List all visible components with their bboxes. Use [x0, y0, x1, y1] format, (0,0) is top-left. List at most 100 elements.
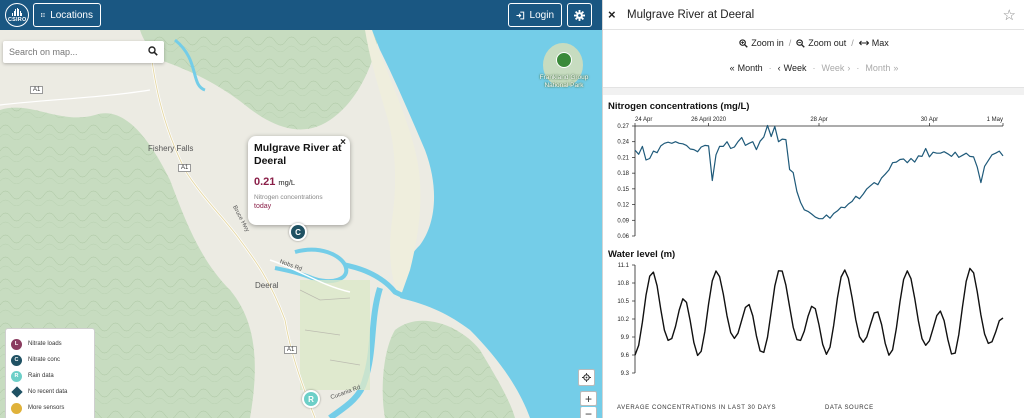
legend-label: No recent data [28, 389, 68, 395]
double-chevron-right-icon: » [893, 63, 899, 73]
x-tick-label: 30 Apr [921, 117, 938, 123]
csiro-logo[interactable]: CSIRO [5, 3, 29, 27]
legend-label: Rain data [28, 373, 54, 379]
max-link[interactable]: Max [858, 38, 889, 48]
separator-dot: · [812, 63, 816, 73]
footer-average-heading[interactable]: AVERAGE CONCENTRATIONS IN LAST 30 DAYS [617, 405, 777, 411]
place-label-fishery-falls: Fishery Falls [148, 144, 194, 153]
map-legend: L Nitrate loads C Nitrate conc R Rain data No … [5, 328, 95, 418]
month-forward-label: Month [865, 63, 891, 73]
settings-button[interactable] [567, 3, 592, 27]
popup-metric: Nitrogen concentrations [254, 194, 323, 201]
locate-button[interactable] [578, 369, 595, 386]
x-tick-label: 28 Apr [810, 117, 827, 123]
month-back-link[interactable]: «Month [730, 63, 763, 73]
road-label-a1-mid: A1 [178, 164, 192, 172]
month-back-label: Month [737, 63, 763, 73]
map-search-box[interactable] [3, 41, 164, 63]
chart-range-nav: «Month · ‹ Week · Week › · Month» [603, 63, 1024, 73]
place-label-deeral: Deeral [255, 281, 279, 290]
double-chevron-left-icon: « [729, 63, 735, 73]
y-tick-label: 0.21 [617, 155, 629, 161]
y-tick-label: 0.18 [617, 171, 629, 177]
y-tick-label: 9.3 [621, 371, 630, 377]
y-tick-label: 0.27 [617, 124, 629, 130]
panel-close-icon[interactable]: × [608, 7, 616, 22]
chart-zoom-controls: Zoom in / Zoom out / Max [603, 38, 1024, 48]
legend-label: Nitrate loads [28, 341, 62, 347]
zoom-out-link[interactable]: Zoom out [796, 38, 846, 48]
panel-header: × Mulgrave River at Deeral ☆ [603, 0, 1024, 30]
y-tick-label: 0.06 [617, 234, 629, 240]
map-zoom-out-button[interactable]: − [580, 407, 597, 418]
week-forward-label: Week [821, 63, 845, 73]
legend-dot-icon: L [11, 338, 22, 350]
map-canvas [0, 30, 602, 418]
separator-dot: · [768, 63, 772, 73]
legend-item[interactable]: No recent data [10, 384, 89, 400]
popup-value-row: 0.21 mg/L [254, 176, 344, 188]
popup-unit: mg/L [278, 178, 296, 187]
place-label-national-park: Frankland Group National Park [539, 74, 589, 89]
popup-title: Mulgrave River at Deeral [254, 142, 342, 167]
login-button[interactable]: Login [508, 3, 562, 27]
nitrogen-chart-title: Nitrogen concentrations (mg/L) [608, 101, 750, 112]
week-back-label: Week [783, 63, 807, 73]
y-tick-label: 0.12 [617, 203, 629, 209]
top-bar: CSIRO Locations Login [0, 0, 602, 30]
diamond-icon [10, 386, 23, 398]
road-label-a1: A1 [30, 86, 44, 94]
charts-svg[interactable]: 0.27 0.24 0.21 0.18 0.15 0.12 0.09 0.06 24 Apr 26… [603, 0, 1024, 418]
sign-in-icon [516, 11, 525, 19]
road-label-a1-low: A1 [284, 346, 298, 354]
month-forward-link[interactable]: Month» [865, 63, 898, 73]
favourite-star-icon[interactable]: ☆ [1002, 7, 1016, 24]
zoom-in-link[interactable]: Zoom in [739, 38, 784, 48]
week-forward-link[interactable]: Week › [822, 63, 851, 73]
chevron-right-icon: › [847, 63, 851, 73]
y-tick-label: 0.24 [617, 140, 629, 146]
map-search-input[interactable] [9, 47, 139, 57]
y-tick-label: 10.5 [617, 299, 629, 305]
series-line [634, 267, 1004, 357]
legend-dot-icon: R [11, 370, 22, 382]
y-tick-label: 0.09 [617, 218, 629, 224]
station-marker-concentration[interactable]: C [289, 223, 307, 241]
legend-item[interactable]: More sensors [11, 400, 89, 416]
legend-dot-icon [11, 402, 22, 414]
y-tick-label: 10.8 [617, 281, 629, 287]
zoom-out-icon [796, 38, 805, 48]
plus-icon: + [584, 391, 592, 406]
locations-button[interactable]: Locations [33, 3, 101, 27]
series-line [634, 124, 1004, 220]
legend-item[interactable]: R Rain data [11, 368, 89, 384]
legend-item[interactable]: L Nitrate loads [11, 336, 89, 352]
separator: / [788, 38, 792, 48]
max-label: Max [871, 38, 889, 48]
chevron-left-icon: ‹ [777, 63, 781, 73]
y-tick-label: 11.1 [618, 263, 630, 269]
separator-dot: · [856, 63, 860, 73]
separator: / [851, 38, 854, 48]
logo-bars-icon [12, 8, 23, 16]
national-park-icon [556, 52, 572, 68]
search-icon[interactable] [148, 46, 158, 56]
footer-data-source-heading[interactable]: DATA SOURCE [825, 405, 874, 411]
y-tick-label: 10.2 [617, 317, 629, 323]
minus-icon: − [584, 407, 592, 418]
map-view[interactable]: A1 A1 A1 Bruce Hwy Nobs Rd Cucania Rd Fi… [0, 30, 602, 418]
station-marker-rain[interactable]: R [302, 390, 320, 408]
x-tick-label: 24 Apr [635, 117, 652, 123]
legend-label: Nitrate conc [28, 357, 61, 363]
panel-title: Mulgrave River at Deeral [627, 9, 755, 21]
legend-dot-icon: C [11, 354, 22, 366]
legend-item[interactable]: C Nitrate conc [11, 352, 89, 368]
water-level-chart-title: Water level (m) [608, 249, 676, 260]
crosshair-icon [582, 373, 591, 382]
popup-close-icon[interactable]: × [340, 137, 346, 148]
x-tick-label: 1 May [987, 117, 1003, 123]
locations-label: Locations [50, 9, 93, 21]
panel-divider [603, 87, 1024, 95]
map-zoom-in-button[interactable]: + [580, 391, 597, 406]
week-back-link[interactable]: ‹ Week [778, 63, 807, 73]
